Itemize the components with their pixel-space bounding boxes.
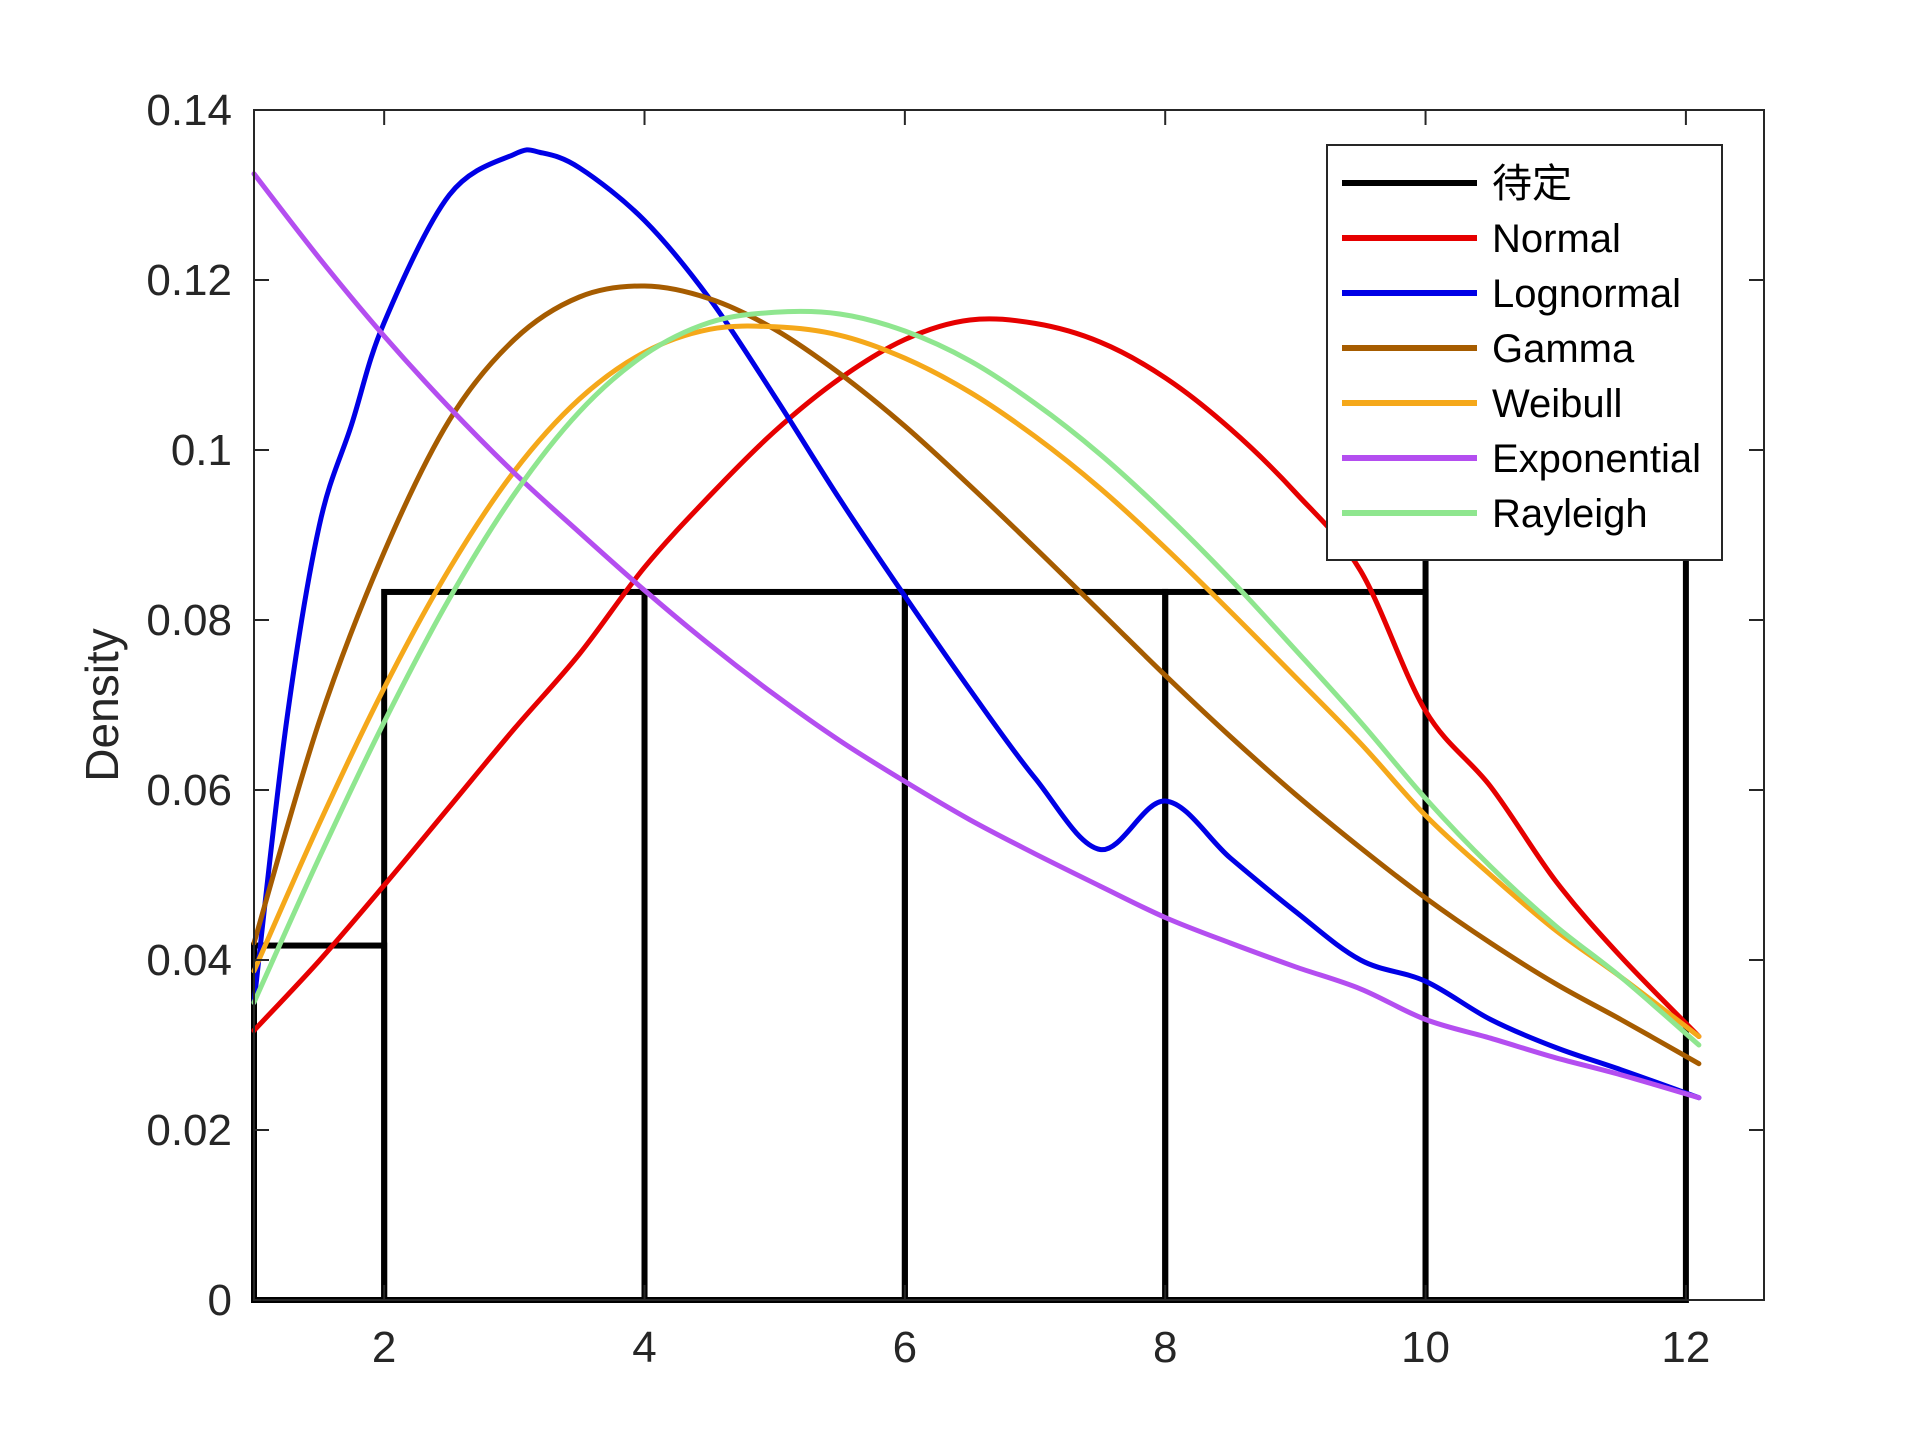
legend-label: 待定: [1492, 162, 1572, 206]
y-tick-label: 0.06: [146, 766, 232, 815]
legend-box: [1326, 144, 1723, 561]
y-tick-label: 0.14: [146, 86, 232, 135]
series-line-rayleigh: [251, 308, 1702, 1048]
x-tick-label: 8: [1153, 1323, 1177, 1372]
series-layer: [251, 147, 1702, 1101]
series-line-exponential: [251, 171, 1702, 1101]
y-tick-label: 0: [208, 1276, 232, 1325]
tick-layer: 2 4 6 8 10 12 0 0.02 0.04 0.06 0.08 0.1 0.12 0.14: [146, 86, 1764, 1372]
legend: 待定 Normal Lognormal Gamma Weibull Exponential…: [1326, 144, 1723, 561]
plot-box: [253, 109, 1765, 1301]
y-axis-title: Density: [76, 628, 128, 781]
x-tick-label: 6: [893, 1323, 917, 1372]
legend-label: Gamma: [1492, 327, 1635, 371]
legend-label: Lognormal: [1492, 272, 1681, 316]
legend-label: Weibull: [1492, 382, 1622, 426]
y-tick-label: 0.02: [146, 1106, 232, 1155]
y-tick-label: 0.08: [146, 596, 232, 645]
series-line-weibull: [251, 323, 1702, 1039]
x-tick-label: 2: [372, 1323, 396, 1372]
legend-label: Exponential: [1492, 437, 1701, 481]
series-line-normal: [251, 316, 1702, 1039]
y-tick-label: 0.04: [146, 936, 232, 985]
legend-label: Normal: [1492, 217, 1621, 261]
x-tick-label: 10: [1401, 1323, 1450, 1372]
legend-label: Rayleigh: [1492, 492, 1648, 536]
y-tick-label: 0.1: [171, 426, 232, 475]
series-line-gamma: [251, 283, 1702, 1067]
x-tick-label: 4: [632, 1323, 656, 1372]
series-line-lognormal: [251, 147, 1702, 1101]
y-tick-label: 0.12: [146, 256, 232, 305]
x-tick-label: 12: [1661, 1323, 1710, 1372]
